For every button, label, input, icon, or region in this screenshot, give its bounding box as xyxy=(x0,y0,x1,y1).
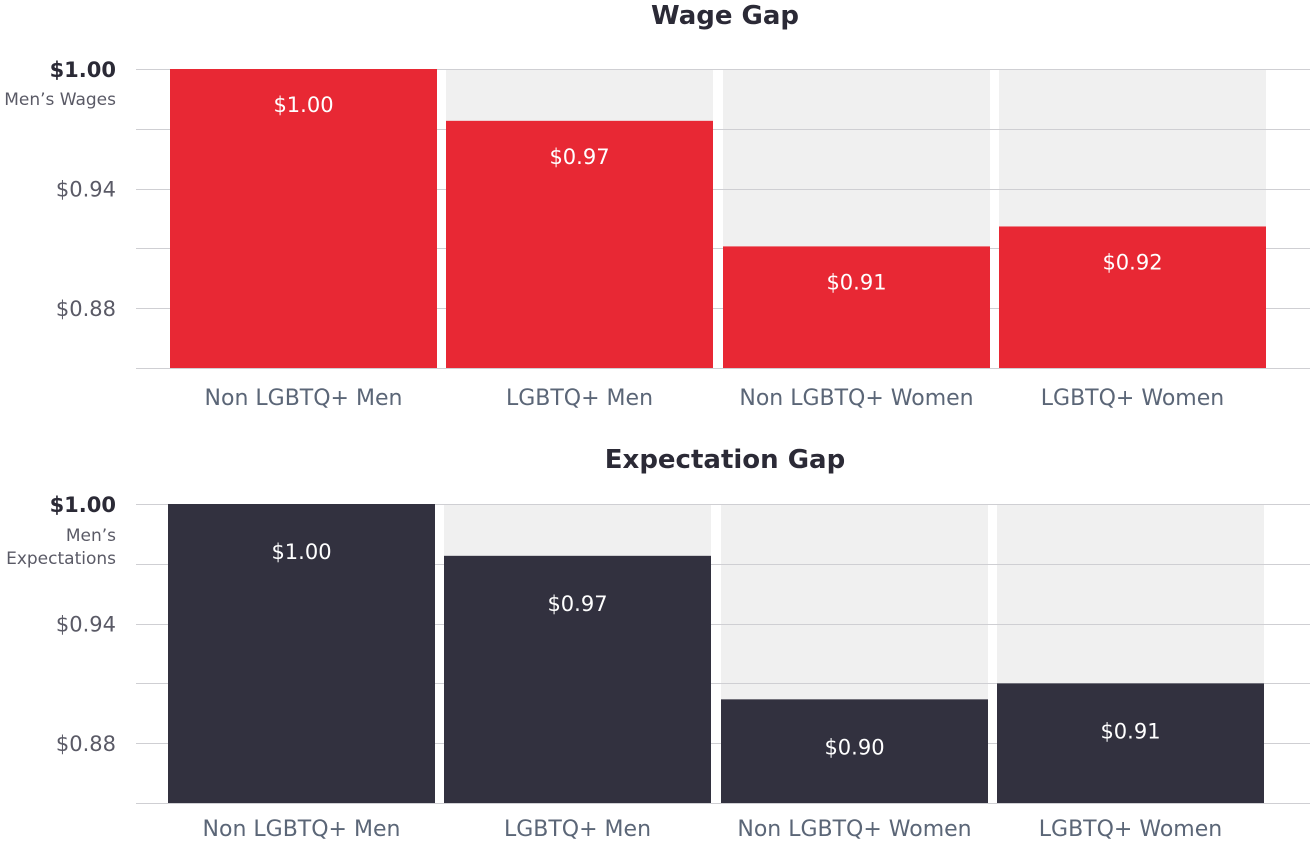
bar-value-label: $1.00 xyxy=(271,540,331,564)
reference-label: Expectations xyxy=(6,549,116,569)
category-label: LGBTQ+ Women xyxy=(1039,817,1222,842)
bar-value-label: $0.97 xyxy=(547,592,607,616)
bar-value-label: $0.92 xyxy=(1102,250,1162,274)
expectation-gap-chart: Expectation Gap $1.00 $0.97 $0.90 $0.91 $1.00… xyxy=(6,445,1310,842)
bar xyxy=(997,683,1264,803)
y-tick-label: $0.94 xyxy=(56,613,116,637)
chart-title: Expectation Gap xyxy=(605,445,845,475)
bar xyxy=(721,699,988,803)
bar xyxy=(444,555,711,803)
category-label: LGBTQ+ Women xyxy=(1041,386,1224,411)
y-tick-label: $0.94 xyxy=(56,178,116,202)
bar xyxy=(999,226,1266,368)
y-tick-label: $1.00 xyxy=(50,493,116,517)
reference-label: Men’s Wages xyxy=(4,90,116,110)
category-label: LGBTQ+ Men xyxy=(504,817,651,842)
bar xyxy=(723,246,990,368)
bar-value-label: $0.97 xyxy=(549,145,609,169)
y-tick-label: $1.00 xyxy=(50,58,116,82)
bar xyxy=(170,69,437,368)
bar-value-label: $0.91 xyxy=(826,270,886,294)
category-label: Non LGBTQ+ Men xyxy=(203,817,401,842)
chart-title: Wage Gap xyxy=(651,1,799,31)
category-label: Non LGBTQ+ Men xyxy=(205,386,403,411)
category-label: Non LGBTQ+ Women xyxy=(739,386,973,411)
y-tick-label: $0.88 xyxy=(56,297,116,321)
bar xyxy=(446,120,713,369)
y-tick-label: $0.88 xyxy=(56,732,116,756)
bar-value-label: $0.90 xyxy=(824,735,884,759)
reference-label: Men’s xyxy=(66,526,116,546)
bar-value-label: $0.91 xyxy=(1100,719,1160,743)
category-label: LGBTQ+ Men xyxy=(506,386,653,411)
category-label: Non LGBTQ+ Women xyxy=(737,817,971,842)
wage-gap-chart: Wage Gap $1.00 $0.97 $0.91 $0.92 $1.00 $0.94 $0… xyxy=(4,1,1310,411)
bar-value-label: $1.00 xyxy=(273,93,333,117)
bar xyxy=(168,504,435,803)
